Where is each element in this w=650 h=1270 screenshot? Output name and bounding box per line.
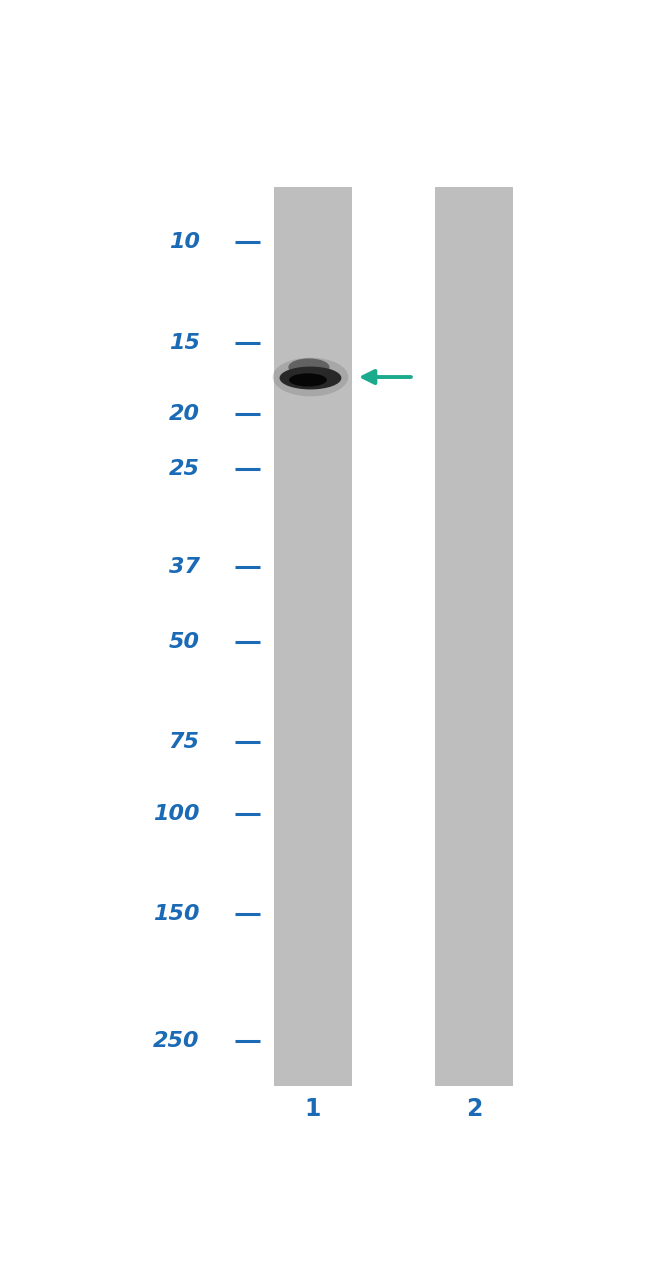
Text: 100: 100	[153, 804, 200, 823]
Text: 75: 75	[168, 733, 200, 752]
Text: 50: 50	[168, 631, 200, 652]
Text: 10: 10	[168, 232, 200, 251]
Ellipse shape	[289, 373, 327, 386]
Text: 20: 20	[168, 404, 200, 424]
Ellipse shape	[289, 358, 330, 376]
Ellipse shape	[272, 358, 348, 396]
Text: 15: 15	[168, 333, 200, 353]
Text: 25: 25	[168, 460, 200, 480]
Bar	[274, 187, 352, 1086]
Text: 37: 37	[168, 556, 200, 577]
Text: 2: 2	[466, 1097, 482, 1121]
Text: 150: 150	[153, 904, 200, 925]
Ellipse shape	[280, 367, 341, 390]
Bar	[435, 187, 514, 1086]
Text: 1: 1	[305, 1097, 321, 1121]
Text: 250: 250	[153, 1031, 200, 1052]
